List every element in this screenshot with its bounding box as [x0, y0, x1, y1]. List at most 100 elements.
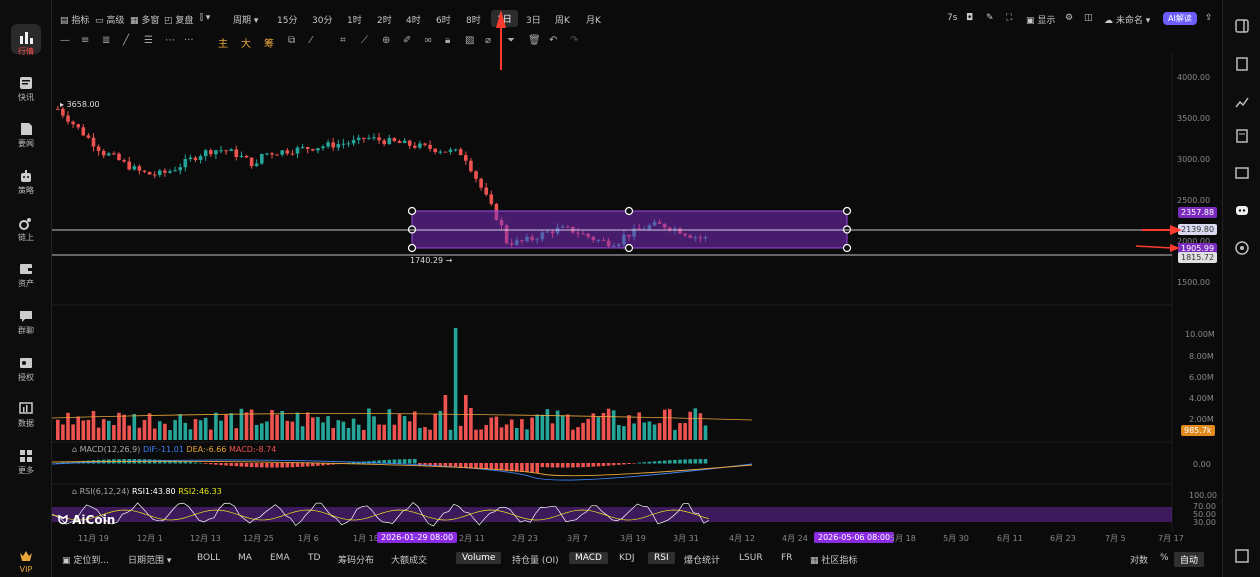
- interval-1d[interactable]: 1日: [491, 10, 518, 27]
- rsi-legend[interactable]: ⌂ RSI(6,12,24) RSI1:43.80 RSI2:46.33: [72, 487, 222, 496]
- settings-icon[interactable]: ⚙: [1065, 13, 1074, 23]
- notes-icon[interactable]: [1234, 128, 1250, 144]
- display-button[interactable]: ▣ 显示: [1026, 16, 1056, 26]
- snapshot-icon[interactable]: ◫: [1084, 13, 1093, 23]
- macd-histogram-bar: [239, 463, 244, 467]
- indicator-fr[interactable]: FR: [781, 553, 793, 563]
- list-icon[interactable]: [1234, 165, 1250, 181]
- channel-tool-icon[interactable]: ≣: [102, 35, 111, 46]
- layout-dropdown[interactable]: ☁ 未命名 ▾: [1104, 16, 1151, 26]
- nav-item-group-chat[interactable]: 群聊: [0, 305, 52, 345]
- interval-1h[interactable]: 1时: [347, 16, 362, 26]
- candle-body: [214, 150, 218, 155]
- volume-bar: [326, 416, 330, 440]
- camera-icon[interactable]: ◘: [966, 13, 974, 23]
- ai-interpret-button[interactable]: AI解读: [1163, 12, 1197, 25]
- indicator-community[interactable]: ▦ 社区指标: [810, 556, 858, 566]
- nav-item-headlines[interactable]: 要闻: [0, 118, 52, 158]
- wallet-icon: [20, 264, 32, 274]
- expand-icon[interactable]: [1234, 548, 1250, 564]
- indicator-chip-distribution[interactable]: 筹码分布: [338, 556, 375, 566]
- fullscreen-icon[interactable]: ⛶: [1006, 13, 1013, 23]
- interval-30m[interactable]: 30分: [312, 16, 333, 26]
- indicator-rsi[interactable]: RSI: [648, 552, 675, 564]
- date-tick: 7月 5: [1105, 534, 1126, 543]
- auto-scale-toggle[interactable]: 自动: [1174, 552, 1205, 567]
- nav-item-market[interactable]: 行情: [0, 24, 52, 64]
- pattern-tool-icon[interactable]: ⋯: [165, 35, 175, 46]
- more-tools-icon[interactable]: ···: [184, 35, 194, 46]
- log-scale-toggle[interactable]: 对数: [1130, 556, 1149, 566]
- orderbook-icon[interactable]: [1234, 56, 1250, 72]
- indicator-volume[interactable]: Volume: [456, 552, 502, 564]
- undo-icon[interactable]: ↶: [549, 35, 558, 46]
- share-icon[interactable]: ⇪: [1205, 13, 1213, 23]
- period-dropdown[interactable]: 周期 ▾: [233, 16, 259, 26]
- indicator-liquidations[interactable]: 爆仓统计: [684, 556, 721, 566]
- volume-bar: [617, 424, 621, 440]
- link-icon[interactable]: ∞: [424, 35, 433, 46]
- interval-3d[interactable]: 3日: [526, 16, 541, 26]
- lock-icon[interactable]: 🔒︎: [445, 35, 451, 46]
- chips-toggle[interactable]: 筹: [264, 39, 274, 50]
- copy-icon[interactable]: ⧉: [288, 35, 296, 46]
- indicator-kdj[interactable]: KDJ: [619, 553, 635, 563]
- trend-icon[interactable]: [1234, 94, 1250, 110]
- nav-item-strategy[interactable]: 策略: [0, 165, 52, 205]
- redo-icon[interactable]: ↷: [570, 35, 579, 46]
- zoom-icon[interactable]: ⊕: [382, 35, 391, 46]
- interval-week[interactable]: 周K: [555, 16, 570, 26]
- rect-handle: [842, 243, 852, 253]
- nav-item-onchain[interactable]: 链上: [0, 212, 52, 252]
- volume-bar: [351, 418, 356, 440]
- line-tool-icon[interactable]: —: [60, 35, 70, 46]
- chart-type-dropdown[interactable]: ⫿ ▾: [200, 13, 211, 23]
- advanced-button[interactable]: ▭ 高级: [95, 16, 125, 26]
- trash-icon[interactable]: 🗑︎: [528, 35, 541, 46]
- big-order-toggle[interactable]: 大: [241, 39, 251, 50]
- nav-item-vip[interactable]: VIP: [0, 545, 52, 577]
- nav-item-assets[interactable]: 资产: [0, 258, 52, 298]
- image-icon[interactable]: ▨: [465, 35, 475, 46]
- nav-item-authorize[interactable]: 授权: [0, 352, 52, 392]
- indicator-large-trades[interactable]: 大额成交: [391, 556, 428, 566]
- hline-tool-icon[interactable]: ≡: [81, 35, 90, 46]
- interval-6h[interactable]: 6时: [436, 16, 451, 26]
- indicator-boll[interactable]: BOLL: [197, 553, 221, 563]
- indicator-td[interactable]: TD: [308, 553, 321, 563]
- replay-button[interactable]: ◰ 复盘: [164, 16, 194, 26]
- indicator-macd[interactable]: MACD: [569, 552, 608, 564]
- magnet-icon[interactable]: ⌀: [485, 35, 492, 46]
- locate-button[interactable]: ▣ 定位到...: [62, 556, 109, 566]
- candlestick-chart[interactable]: [52, 52, 1222, 532]
- interval-2h[interactable]: 2时: [377, 16, 392, 26]
- indicators-button[interactable]: ▤ 指标: [60, 16, 90, 26]
- ruler-icon[interactable]: ⟋: [361, 35, 368, 46]
- main-indicator-toggle[interactable]: 主: [218, 39, 228, 50]
- date-range-dropdown[interactable]: 日期范围 ▾: [128, 556, 172, 566]
- interval-8h[interactable]: 8时: [466, 16, 481, 26]
- trend-tool-icon[interactable]: ╱: [123, 35, 130, 46]
- indicator-ma[interactable]: MA: [238, 553, 252, 563]
- indicator-open-interest[interactable]: 持仓量 (OI): [512, 556, 559, 566]
- indicator-ema[interactable]: EMA: [270, 553, 290, 563]
- indicator-lsur[interactable]: LSUR: [739, 553, 763, 563]
- select-icon[interactable]: ⌗: [340, 35, 346, 46]
- nav-item-data[interactable]: 数据: [0, 398, 52, 438]
- fib-tool-icon[interactable]: ☰: [144, 35, 153, 46]
- interval-4h[interactable]: 4时: [406, 16, 421, 26]
- macd-legend[interactable]: ⌂ MACD(12,26,9) DIF:-11.01 DEA:-6.66 MAC…: [72, 445, 277, 454]
- percent-scale-toggle[interactable]: %: [1160, 553, 1169, 563]
- edit-icon[interactable]: ✎: [986, 13, 994, 23]
- interval-15m[interactable]: 15分: [277, 16, 298, 26]
- nav-item-more[interactable]: 更多: [0, 445, 52, 485]
- nav-item-news-flash[interactable]: 快讯: [0, 72, 52, 112]
- bot-icon[interactable]: [1234, 202, 1250, 218]
- filter-icon[interactable]: ⏷: [507, 35, 515, 46]
- paint-icon[interactable]: ✐: [403, 35, 412, 46]
- panel-icon[interactable]: [1234, 18, 1250, 34]
- brush-icon[interactable]: ⁄: [310, 35, 312, 46]
- radar-icon[interactable]: [1234, 240, 1250, 256]
- multi-window-button[interactable]: ▦ 多窗: [130, 16, 160, 26]
- interval-month[interactable]: 月K: [586, 16, 601, 26]
